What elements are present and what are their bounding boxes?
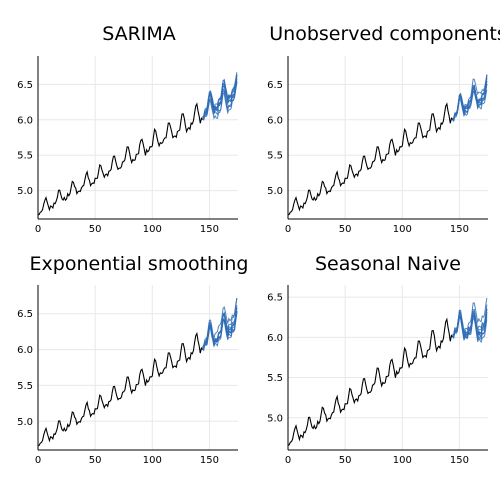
history-series-line xyxy=(287,317,454,446)
y-tick-label: 5.0 xyxy=(267,413,283,424)
forecast-path-line xyxy=(202,310,238,350)
chart-title: Unobserved components xyxy=(269,23,500,45)
y-tick-label: 5.0 xyxy=(267,186,283,197)
history-series-line xyxy=(37,331,203,447)
history-series-line xyxy=(37,102,203,216)
x-tick-label: 100 xyxy=(143,224,162,235)
x-tick-label: 150 xyxy=(200,224,219,235)
chart-panel-3: Exponential smoothing 0 50 100 150 5.0 5.5 6.0 6… xyxy=(17,253,248,466)
x-tick-label: 50 xyxy=(89,455,102,466)
chart-title: SARIMA xyxy=(102,23,176,45)
x-tick-label: 100 xyxy=(393,455,412,466)
y-tick-label: 5.5 xyxy=(267,373,283,384)
y-tick-label: 5.5 xyxy=(17,381,33,392)
y-tick-label: 5.5 xyxy=(17,151,33,162)
x-tick-label: 150 xyxy=(450,455,469,466)
x-tick-label: 0 xyxy=(285,455,291,466)
x-tick-label: 100 xyxy=(143,455,162,466)
chart-title: Seasonal Naive xyxy=(315,253,461,275)
y-tick-label: 6.0 xyxy=(17,345,33,356)
x-tick-label: 150 xyxy=(200,455,219,466)
y-tick-label: 6.0 xyxy=(17,115,33,126)
y-tick-label: 5.0 xyxy=(17,417,33,428)
y-tick-label: 5.5 xyxy=(267,151,283,162)
chart-panel-4: Seasonal Naive 0 50 100 150 5.0 5.5 6.0 6.5 xyxy=(267,253,488,466)
y-tick-label: 5.0 xyxy=(17,186,33,197)
x-tick-label: 100 xyxy=(393,224,412,235)
x-tick-label: 150 xyxy=(450,224,469,235)
forecast-path-line xyxy=(452,297,488,336)
forecast-path-line xyxy=(202,77,238,121)
x-tick-label: 0 xyxy=(285,224,291,235)
x-tick-label: 0 xyxy=(35,455,41,466)
forecast-path-line xyxy=(202,80,238,119)
y-tick-label: 6.5 xyxy=(267,293,283,304)
chart-panel-2: Unobserved components 0 50 100 150 5.0 5.5 6.0 6… xyxy=(267,23,500,235)
y-tick-label: 6.5 xyxy=(267,80,283,91)
y-tick-label: 6.0 xyxy=(267,333,283,344)
history-series-line xyxy=(287,102,453,216)
y-tick-label: 6.5 xyxy=(17,80,33,91)
y-tick-label: 6.0 xyxy=(267,115,283,126)
x-tick-label: 50 xyxy=(339,455,352,466)
x-tick-label: 50 xyxy=(89,224,102,235)
y-tick-label: 6.5 xyxy=(17,309,33,320)
x-tick-label: 50 xyxy=(339,224,352,235)
x-tick-label: 0 xyxy=(35,224,41,235)
chart-title: Exponential smoothing xyxy=(30,253,249,275)
forecast-path-line xyxy=(452,74,488,120)
chart-panel-1: SARIMA 0 50 100 150 5.0 5.5 6.0 6.5 xyxy=(17,23,238,235)
